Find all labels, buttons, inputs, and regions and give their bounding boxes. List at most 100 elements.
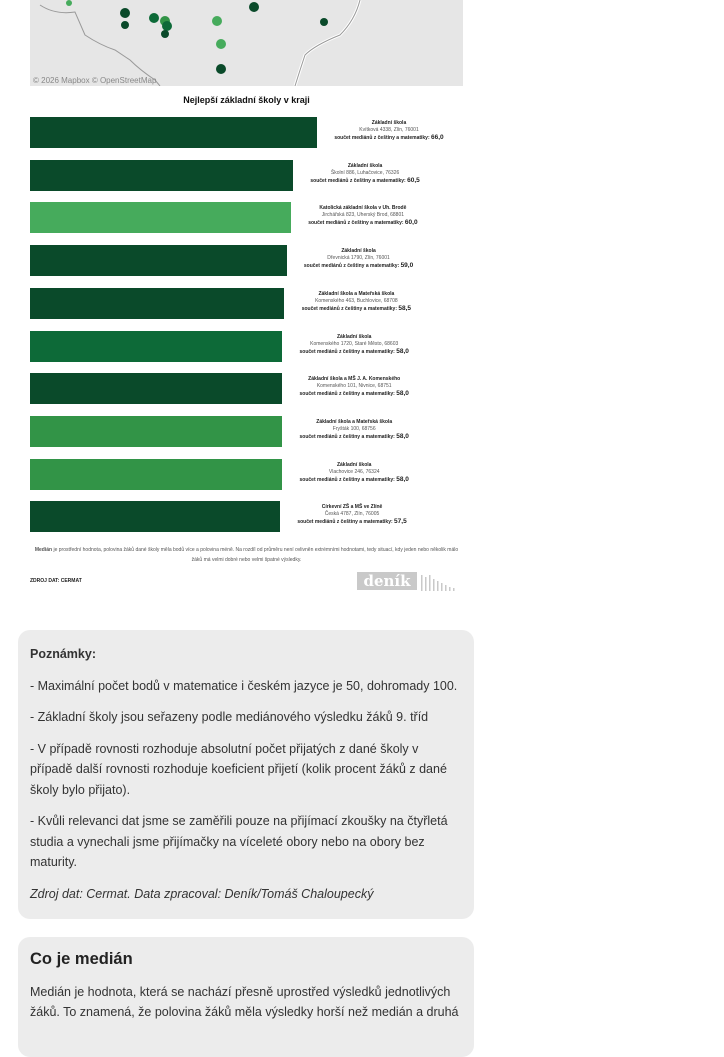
school-name: Základní škola (371, 120, 407, 126)
value: 58,0 (396, 475, 409, 483)
bar-label: Základní škola Školní 886, Luhačovice, 76… (265, 163, 465, 185)
value: 58,5 (398, 304, 412, 312)
bar[interactable] (30, 415, 283, 447)
map-point[interactable] (121, 21, 129, 29)
footnote-text: je prostřední hodnota, polovina žáků dan… (52, 547, 459, 563)
school-name: Základní škola a Mateřská škola (318, 290, 395, 297)
denik-logo: deník (357, 572, 417, 590)
map-point[interactable] (161, 30, 169, 38)
bar-label: Základní škola a Mateřská škola Komenskéh… (256, 291, 456, 313)
school-address: Vlachovice 246, 76324 (328, 468, 380, 475)
map-point[interactable] (162, 21, 172, 31)
value-caption: součet mediánů z češtiny a matematiky: (299, 476, 395, 483)
chart-title: Nejlepší základní školy v kraji (183, 95, 310, 105)
map[interactable]: © 2026 Mapbox © OpenStreetMap (30, 0, 463, 86)
bar[interactable] (30, 159, 294, 191)
map-point[interactable] (212, 16, 222, 26)
bar[interactable] (30, 202, 291, 234)
value: 57,5 (394, 518, 407, 526)
footnote-bold: Medián (34, 547, 53, 553)
value-caption: součet mediánů z češtiny a matematiky: (301, 305, 397, 312)
bar[interactable] (30, 373, 283, 405)
value-label: součet mediánů z češtiny a matematiky: 5… (254, 476, 454, 484)
bar-label: Základní škola Dřevnická 1790, Zlín, 7600… (259, 248, 459, 270)
school-address: Fryšták 100, 68756 (332, 425, 376, 432)
value-caption: součet mediánů z češtiny a matematiky: (334, 135, 430, 141)
data-source: ZDROJ DAT: CERMAT (30, 578, 82, 584)
bar-label: Církevní ZŠ a MŠ ve Zlíně Česká 4787, Zlí… (252, 504, 452, 526)
notes-title: Poznámky: (30, 647, 96, 661)
value-label: součet mediánů z češtiny a matematiky: 6… (263, 219, 463, 227)
school-address: Školní 886, Luhačovice, 76326 (330, 169, 400, 176)
value-caption: součet mediánů z češtiny a matematiky: (299, 348, 395, 355)
school-name: Katolická základní škola v Uh. Brodě (319, 205, 407, 212)
bar[interactable] (30, 287, 285, 319)
bar-label: Katolická základní škola v Uh. Brodě Jirc… (263, 205, 463, 227)
map-point[interactable] (149, 13, 159, 23)
notes-credit: Zdroj dat: Cermat. Data zpracoval: Deník… (30, 886, 374, 901)
map-point[interactable] (66, 0, 72, 6)
bar[interactable] (30, 117, 317, 148)
school-name: Základní škola (336, 333, 372, 340)
bar[interactable] (30, 330, 283, 362)
school-address: Kvítková 4338, Zlín, 76001 (359, 127, 419, 133)
value: 58,0 (396, 390, 409, 398)
bar-label: Základní škola a Mateřská škola Fryšták 1… (254, 419, 454, 441)
value-label: součet mediánů z češtiny a matematiky: 6… (289, 134, 489, 142)
value-label: součet mediánů z češtiny a matematiky: 5… (254, 348, 454, 356)
school-name: Základní škola (341, 248, 376, 255)
median-text: Medián je hodnota, která se nachází přes… (30, 984, 459, 1020)
school-name: Církevní ZŠ a MŠ ve Zlíně (321, 504, 383, 511)
map-point[interactable] (216, 39, 226, 49)
value-label: součet mediánů z češtiny a matematiky: 5… (254, 433, 454, 441)
map-point[interactable] (216, 64, 226, 74)
bar[interactable] (30, 245, 287, 277)
map-point[interactable] (320, 18, 328, 26)
school-name: Základní škola a Mateřská škola (316, 418, 393, 425)
note-item: - V případě rovnosti rozhoduje absolutní… (30, 741, 447, 797)
value-label: součet mediánů z češtiny a matematiky: 5… (259, 262, 459, 270)
map-borders (39, 0, 362, 86)
school-address: Komenského 1720, Staré Město, 68603 (310, 340, 399, 347)
median-footnote: Medián je prostřední hodnota, polovina ž… (30, 545, 463, 565)
value-caption: součet mediánů z češtiny a matematiky: (299, 433, 395, 440)
school-address: Komenského 463, Buchlovice, 68708 (315, 297, 398, 304)
bar[interactable] (30, 501, 281, 533)
school-name: Základní škola (336, 461, 372, 468)
map-point[interactable] (249, 2, 259, 12)
bar-label: Základní škola Vlachovice 246, 76324 souče… (254, 462, 454, 484)
value-caption: součet mediánů z češtiny a matematiky: (299, 391, 395, 398)
value: 58,0 (396, 432, 409, 440)
school-name: Základní škola a MŠ J. A. Komenského (308, 376, 401, 383)
value: 58,0 (396, 347, 409, 355)
map-point[interactable] (120, 8, 130, 18)
value-caption: součet mediánů z češtiny a matematiky: (308, 220, 404, 227)
value-label: součet mediánů z češtiny a matematiky: 5… (252, 518, 452, 526)
bar-label: Základní škola Komenského 1720, Staré Měs… (254, 334, 454, 356)
logo-bars-icon (421, 575, 455, 591)
notes-box: Poznámky: - Maximální počet bodů v matem… (18, 630, 474, 919)
school-address: Jirchářská 823, Uherský Brod, 68801 (321, 212, 405, 219)
value-caption: součet mediánů z češtiny a matematiky: (310, 177, 406, 184)
value-caption: součet mediánů z češtiny a matematiky: (297, 519, 393, 526)
bar[interactable] (30, 458, 283, 490)
bar-label: Základní škola a MŠ J. A. Komenského Kome… (254, 376, 454, 398)
value-caption: součet mediánů z češtiny a matematiky: (303, 263, 400, 270)
school-address: Česká 4787, Zlín, 76005 (324, 511, 380, 518)
value: 59,0 (400, 262, 414, 270)
value-label: součet mediánů z češtiny a matematiky: 6… (265, 177, 465, 185)
bar-label: Základní škola Kvítková 4338, Zlín, 76001… (289, 120, 489, 142)
note-item: - Základní školy jsou seřazeny podle med… (30, 710, 429, 724)
school-address: Dřevnická 1790, Zlín, 76001 (327, 255, 390, 262)
value: 60,0 (404, 219, 418, 227)
median-title: Co je medián (30, 950, 133, 968)
value: 66,0 (431, 134, 444, 141)
value-label: součet mediánů z češtiny a matematiky: 5… (256, 305, 456, 313)
school-address: Komenského 101, Nivnice, 68751 (316, 383, 392, 390)
map-attribution[interactable]: © 2026 Mapbox © OpenStreetMap (33, 76, 157, 85)
value: 60,5 (407, 176, 420, 184)
note-item: - Kvůli relevanci dat jsme se zaměřili p… (30, 814, 448, 869)
note-item: - Maximální počet bodů v matematice i če… (30, 678, 458, 693)
value-label: součet mediánů z češtiny a matematiky: 5… (254, 390, 454, 398)
median-box: Co je medián Medián je hodnota, která se… (18, 937, 474, 1057)
